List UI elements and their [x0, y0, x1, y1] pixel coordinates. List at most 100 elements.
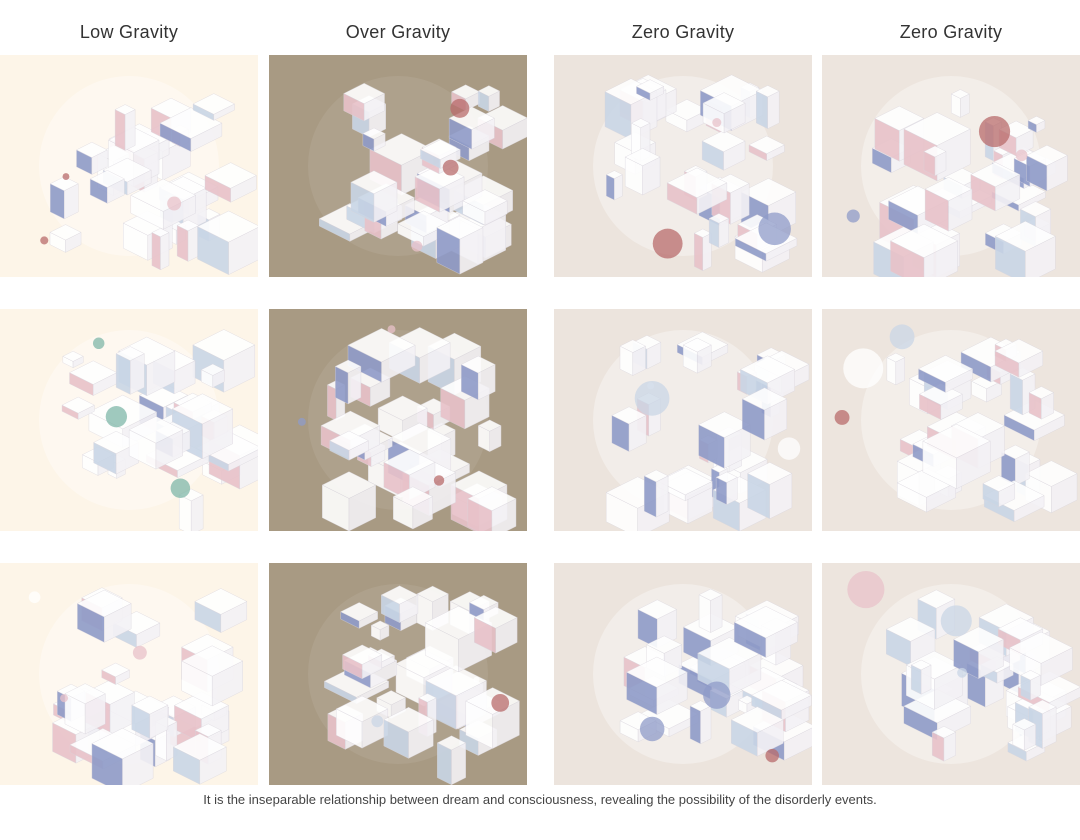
building-block: [76, 141, 108, 158]
building-block: [1027, 116, 1046, 125]
building-block: [460, 355, 496, 374]
building-block: [874, 105, 925, 131]
building-block: [689, 705, 701, 745]
building-block: [886, 352, 906, 363]
building-block: [923, 145, 947, 158]
building-block: [657, 467, 713, 496]
building-block: [953, 626, 1004, 653]
building-block: [176, 225, 189, 262]
building-block: [1000, 444, 1030, 460]
isometric-illustration: [28, 584, 248, 785]
building-block: [342, 644, 383, 665]
building-block: [114, 109, 126, 151]
building-block: [698, 594, 711, 633]
building-block: [468, 595, 499, 610]
isometric-illustration: [308, 584, 520, 785]
floating-sphere: [978, 115, 1011, 148]
floating-sphere: [639, 716, 665, 742]
building-block: [655, 475, 669, 518]
building-block: [997, 617, 1044, 641]
floating-sphere: [765, 748, 779, 763]
building-block: [115, 346, 145, 361]
building-block: [715, 471, 738, 483]
illustration-panel: [554, 309, 812, 531]
isometric-illustration: [847, 571, 1080, 764]
building-block: [89, 170, 125, 188]
building-block: [477, 419, 502, 432]
floating-sphere: [170, 478, 191, 498]
building-block: [626, 656, 688, 688]
building-block: [636, 79, 665, 94]
floating-sphere: [132, 645, 147, 660]
illustration-panel: [822, 563, 1080, 785]
building-block: [194, 723, 222, 738]
building-block: [176, 219, 200, 232]
building-block: [200, 363, 225, 376]
building-block: [462, 189, 508, 213]
building-block: [970, 162, 1021, 187]
building-block: [383, 449, 436, 476]
isometric-illustration: [593, 330, 810, 531]
building-block: [747, 462, 793, 485]
building-block: [1042, 706, 1057, 749]
building-block: [370, 620, 390, 630]
building-block: [682, 337, 712, 353]
building-block: [1028, 386, 1055, 399]
building-block: [730, 706, 784, 733]
floating-sphere: [411, 240, 423, 252]
building-block: [420, 139, 461, 160]
floating-sphere: [940, 605, 972, 637]
building-block: [1026, 144, 1068, 166]
building-block: [606, 174, 615, 201]
building-block: [1009, 373, 1023, 416]
building-block: [64, 683, 106, 705]
column-title-zero-gravity-2: Zero Gravity: [899, 22, 1003, 42]
building-block: [1020, 670, 1041, 681]
isometric-illustration: [593, 584, 812, 764]
floating-sphere: [433, 475, 445, 486]
building-block: [630, 118, 651, 128]
building-block: [128, 416, 184, 444]
building-block: [473, 606, 518, 629]
column-title-zero-gravity: Zero Gravity: [631, 22, 735, 42]
floating-sphere: [703, 681, 731, 709]
building-block: [192, 93, 235, 115]
isometric-illustration: [297, 325, 517, 531]
building-block: [755, 85, 780, 98]
floating-sphere: [28, 591, 41, 604]
building-block: [187, 225, 200, 262]
illustration-panel: [269, 309, 527, 531]
building-block: [151, 232, 161, 271]
building-block: [151, 228, 170, 238]
building-block: [702, 92, 746, 114]
illustration-panel: [822, 309, 1080, 531]
building-block: [197, 210, 258, 243]
floating-sphere: [834, 410, 850, 425]
building-block: [646, 635, 683, 654]
building-block: [903, 112, 971, 146]
floating-sphere: [843, 348, 884, 389]
floating-sphere: [40, 236, 49, 245]
building-block: [694, 232, 704, 272]
building-block: [321, 471, 377, 499]
illustration-panel: [0, 55, 258, 277]
building-block: [362, 127, 386, 140]
building-block: [181, 645, 244, 677]
building-block: [436, 215, 484, 240]
building-block: [425, 665, 487, 697]
building-block: [910, 659, 932, 671]
building-block: [614, 174, 623, 201]
building-block: [611, 406, 647, 425]
floating-sphere: [889, 324, 915, 350]
building-block: [387, 422, 452, 455]
floating-sphere: [473, 676, 480, 683]
floating-sphere: [62, 173, 70, 181]
building-block: [190, 494, 204, 531]
building-block: [605, 170, 623, 179]
floating-sphere: [442, 159, 459, 176]
floating-sphere: [847, 571, 885, 609]
building-block: [756, 90, 768, 130]
illustration-panel: [0, 309, 258, 531]
building-block: [700, 705, 712, 745]
building-block: [204, 162, 257, 189]
